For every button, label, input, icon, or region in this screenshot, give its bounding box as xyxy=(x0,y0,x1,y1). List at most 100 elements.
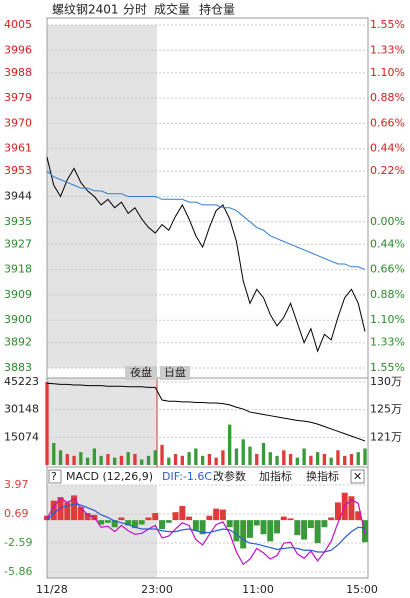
volume-bar xyxy=(126,452,130,465)
y2-tick-label: 1.55% xyxy=(370,361,405,374)
macd-bar xyxy=(294,520,301,536)
volume-bar xyxy=(282,450,286,465)
volume-bar xyxy=(180,455,184,465)
session-badge xyxy=(125,366,157,380)
macd-bar xyxy=(104,520,111,523)
macd-bar xyxy=(199,520,206,535)
y-tick-label: 3953 xyxy=(4,164,32,177)
y2-tick-label: 0.44% xyxy=(370,237,405,250)
y2-tick-label: 1.33% xyxy=(370,43,405,56)
macd-bar xyxy=(145,517,152,521)
y2-tick-label: 125万 xyxy=(370,403,402,416)
y-tick-label: 30148 xyxy=(4,403,39,416)
volume-bar xyxy=(72,455,76,465)
x-label: 23:00 xyxy=(141,583,173,596)
volume-bar xyxy=(214,457,218,465)
help-box[interactable] xyxy=(48,469,62,484)
volume-bar xyxy=(58,450,63,465)
y-tick-label: 3944 xyxy=(4,190,32,203)
volume-bar xyxy=(268,452,272,465)
macd-bar xyxy=(98,520,105,525)
macd-bar xyxy=(192,520,199,531)
close-box[interactable] xyxy=(350,469,365,484)
y2-tick-label: 1.10% xyxy=(370,66,405,79)
dif-label: DIF:-1.6C xyxy=(162,470,212,483)
title: 螺纹钢2401 xyxy=(52,3,119,17)
volume-bar xyxy=(343,455,347,465)
volume-bar xyxy=(153,450,157,465)
macd-bar xyxy=(152,513,159,521)
macd-bar xyxy=(125,520,132,526)
macd-bar xyxy=(186,516,193,521)
y-tick-label: 3909 xyxy=(4,288,32,301)
y-tick-label: 3988 xyxy=(4,66,32,79)
macd-bar xyxy=(287,518,294,521)
y-tick-label: 45223 xyxy=(4,375,39,388)
y-tick-label: 3996 xyxy=(4,43,32,56)
close[interactable]: ✕ xyxy=(353,470,362,483)
volume-bar xyxy=(255,453,259,465)
tab[interactable]: 分时 xyxy=(123,3,147,17)
volume-bar xyxy=(79,452,83,465)
y-tick-label: 0.69 xyxy=(4,507,29,520)
session-label: 日盘 xyxy=(164,365,186,379)
volume-bar xyxy=(52,442,56,465)
y2-tick-label: 1.10% xyxy=(370,313,405,326)
button[interactable]: 换指标 xyxy=(306,469,339,483)
macd-bar xyxy=(131,520,138,529)
macd-bar xyxy=(334,502,341,521)
volume-bar xyxy=(349,453,354,465)
y2-tick-label: 1.55% xyxy=(370,18,405,31)
macd-bar xyxy=(328,517,335,521)
volume-bar xyxy=(248,446,252,465)
macd-bar xyxy=(301,520,308,540)
volume-bar xyxy=(65,453,69,465)
open-interest-line xyxy=(46,382,366,442)
y-tick-label: 3892 xyxy=(4,336,32,349)
volume-bar xyxy=(302,448,306,465)
macd-bar xyxy=(213,508,220,521)
macd-bar xyxy=(219,509,226,521)
y2-tick-label: 1.33% xyxy=(370,336,405,349)
macd-bar xyxy=(240,520,247,549)
y-tick-label: 3979 xyxy=(4,91,32,104)
macd-bar xyxy=(138,520,145,525)
volume-bar xyxy=(200,455,205,465)
volume-bar xyxy=(85,457,90,465)
y2-tick-label: 0.88% xyxy=(370,91,405,104)
volume-bar xyxy=(92,448,97,465)
y2-tick-label: 0.66% xyxy=(370,116,405,129)
volume-bar xyxy=(356,452,360,465)
volume-bar xyxy=(167,457,171,465)
volume-bar xyxy=(173,453,178,465)
y2-tick-label: 0.66% xyxy=(370,263,405,276)
macd-bar xyxy=(84,513,91,521)
night-shade xyxy=(47,378,157,465)
volume-bar xyxy=(160,444,164,465)
y-tick-label: 4005 xyxy=(4,18,32,31)
volume-bar xyxy=(194,448,198,465)
macd-bar xyxy=(274,520,281,534)
y-tick-label: 3883 xyxy=(4,361,32,374)
volume-bar xyxy=(234,448,239,465)
macd-line xyxy=(46,497,366,566)
volume-bar xyxy=(322,453,327,465)
tab[interactable]: 成交量 xyxy=(154,2,190,17)
button[interactable]: 加指标 xyxy=(259,469,292,483)
macd-bar xyxy=(246,520,253,538)
volume-bar xyxy=(221,450,225,465)
macd-bar xyxy=(233,520,240,542)
volume-bar xyxy=(228,424,232,465)
macd-bar xyxy=(159,520,166,529)
tab[interactable]: 持仓量 xyxy=(199,2,235,17)
macd-bar xyxy=(362,520,368,543)
y2-tick-label: 0.22% xyxy=(370,164,405,177)
button[interactable]: 改参数 xyxy=(213,469,246,483)
y-tick-label: 3918 xyxy=(4,263,32,276)
macd-bar xyxy=(111,520,118,528)
y2-tick-label: 0.00% xyxy=(370,215,405,228)
help[interactable]: ? xyxy=(51,470,57,483)
session-label: 夜盘 xyxy=(130,365,152,379)
y-tick-label: 15074 xyxy=(4,430,39,443)
macd-bar xyxy=(206,515,213,521)
